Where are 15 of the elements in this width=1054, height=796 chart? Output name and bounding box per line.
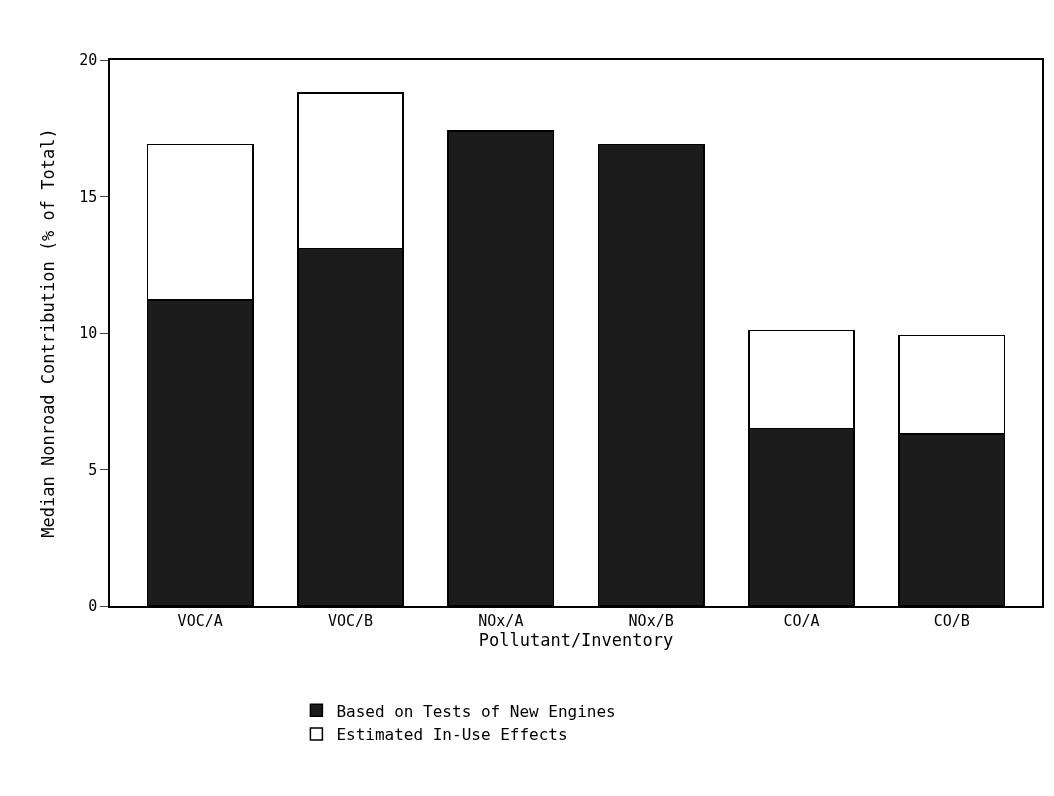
x-tick-label: NOx/B	[628, 611, 674, 630]
x-tick-label: CO/A	[783, 611, 820, 630]
y-tick-label: 20	[79, 51, 98, 70]
y-tick-label: 15	[79, 187, 98, 206]
y-axis-title: Median Nonroad Contribution (% of Total)	[38, 128, 59, 538]
legend-label: Based on Tests of New Engines	[336, 701, 616, 721]
y-tick-label: 5	[88, 460, 98, 479]
x-axis-title: Pollutant/Inventory	[478, 629, 674, 650]
x-tick-label: VOC/B	[327, 611, 374, 630]
x-tick-label: CO/B	[933, 611, 970, 630]
y-tick-label: 0	[88, 597, 98, 616]
legend-label: Estimated In-Use Effects	[336, 725, 568, 745]
x-tick-label: VOC/A	[177, 611, 223, 630]
x-tick-label: NOx/A	[478, 611, 524, 630]
y-tick-label: 10	[79, 324, 98, 343]
